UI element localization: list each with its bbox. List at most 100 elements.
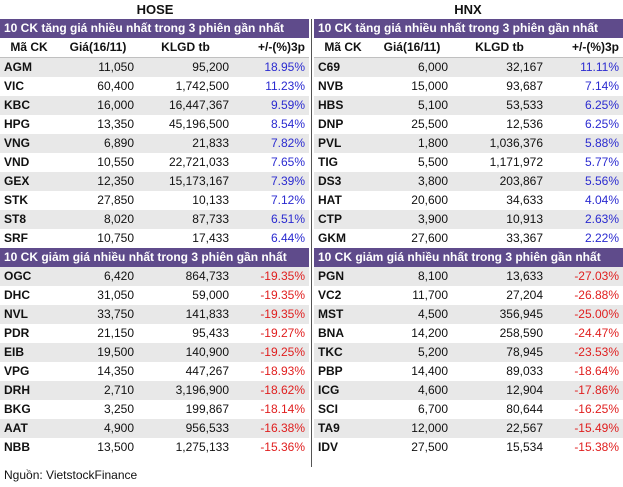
- change-cell: 6.25%: [547, 115, 623, 134]
- column-header: KLGD tb: [138, 38, 233, 58]
- change-cell: 11.11%: [547, 57, 623, 77]
- volume-cell: 87,733: [138, 210, 233, 229]
- ticker-cell: OGC: [0, 267, 58, 286]
- price-cell: 31,050: [58, 286, 138, 305]
- table-row: VND 10,550 22,721,033 7.65%: [0, 153, 310, 172]
- ticker-cell: PGN: [314, 267, 372, 286]
- price-cell: 14,200: [372, 324, 452, 343]
- ticker-cell: HBS: [314, 96, 372, 115]
- price-cell: 5,100: [372, 96, 452, 115]
- section-title: 10 CK giảm giá nhiều nhất trong 3 phiên …: [314, 248, 623, 267]
- change-cell: -27.03%: [547, 267, 623, 286]
- price-cell: 4,600: [372, 381, 452, 400]
- volume-cell: 356,945: [452, 305, 547, 324]
- volume-cell: 17,433: [138, 229, 233, 248]
- volume-cell: 53,533: [452, 96, 547, 115]
- volume-cell: 59,000: [138, 286, 233, 305]
- price-cell: 25,500: [372, 115, 452, 134]
- price-cell: 8,020: [58, 210, 138, 229]
- price-cell: 3,900: [372, 210, 452, 229]
- price-cell: 1,800: [372, 134, 452, 153]
- column-divider: [311, 19, 312, 467]
- table-row: TKC 5,200 78,945 -23.53%: [314, 343, 623, 362]
- volume-cell: 1,275,133: [138, 438, 233, 457]
- volume-cell: 13,633: [452, 267, 547, 286]
- ticker-cell: DRH: [0, 381, 58, 400]
- price-cell: 2,710: [58, 381, 138, 400]
- volume-cell: 956,533: [138, 419, 233, 438]
- price-cell: 12,350: [58, 172, 138, 191]
- change-cell: 8.54%: [233, 115, 310, 134]
- price-cell: 8,100: [372, 267, 452, 286]
- volume-cell: 140,900: [138, 343, 233, 362]
- change-cell: 5.77%: [547, 153, 623, 172]
- change-cell: 11.23%: [233, 77, 310, 96]
- price-cell: 4,900: [58, 419, 138, 438]
- volume-cell: 21,833: [138, 134, 233, 153]
- price-cell: 21,150: [58, 324, 138, 343]
- change-cell: -25.00%: [547, 305, 623, 324]
- change-cell: 5.56%: [547, 172, 623, 191]
- price-cell: 10,550: [58, 153, 138, 172]
- hose-table: 10 CK tăng giá nhiều nhất trong 3 phiên …: [0, 19, 310, 457]
- change-cell: 7.12%: [233, 191, 310, 210]
- table-row: KBC 16,000 16,447,367 9.59%: [0, 96, 310, 115]
- change-cell: 7.65%: [233, 153, 310, 172]
- change-cell: 2.22%: [547, 229, 623, 248]
- table-row: C69 6,000 32,167 11.11%: [314, 57, 623, 77]
- change-cell: 2.63%: [547, 210, 623, 229]
- price-cell: 20,600: [372, 191, 452, 210]
- price-cell: 27,500: [372, 438, 452, 457]
- table-row: AGM 11,050 95,200 18.95%: [0, 57, 310, 77]
- table-row: HBS 5,100 53,533 6.25%: [314, 96, 623, 115]
- change-cell: 7.14%: [547, 77, 623, 96]
- price-cell: 13,350: [58, 115, 138, 134]
- table-row: NVB 15,000 93,687 7.14%: [314, 77, 623, 96]
- volume-cell: 10,133: [138, 191, 233, 210]
- change-cell: 5.88%: [547, 134, 623, 153]
- column-header: +/-(%)3p: [547, 38, 623, 58]
- table-row: PVL 1,800 1,036,376 5.88%: [314, 134, 623, 153]
- price-cell: 27,850: [58, 191, 138, 210]
- price-cell: 14,400: [372, 362, 452, 381]
- table-row: GEX 12,350 15,173,167 7.39%: [0, 172, 310, 191]
- ticker-cell: ICG: [314, 381, 372, 400]
- ticker-cell: VIC: [0, 77, 58, 96]
- ticker-cell: HPG: [0, 115, 58, 134]
- volume-cell: 10,913: [452, 210, 547, 229]
- volume-cell: 34,633: [452, 191, 547, 210]
- change-cell: -15.38%: [547, 438, 623, 457]
- table-row: VNG 6,890 21,833 7.82%: [0, 134, 310, 153]
- change-cell: -16.25%: [547, 400, 623, 419]
- change-cell: -19.35%: [233, 305, 310, 324]
- price-cell: 12,000: [372, 419, 452, 438]
- table-row: STK 27,850 10,133 7.12%: [0, 191, 310, 210]
- change-cell: -18.62%: [233, 381, 310, 400]
- volume-cell: 45,196,500: [138, 115, 233, 134]
- column-header: Giá(16/11): [58, 38, 138, 58]
- table-row: TA9 12,000 22,567 -15.49%: [314, 419, 623, 438]
- volume-cell: 15,173,167: [138, 172, 233, 191]
- table-row: CTP 3,900 10,913 2.63%: [314, 210, 623, 229]
- price-cell: 27,600: [372, 229, 452, 248]
- table-row: BNA 14,200 258,590 -24.47%: [314, 324, 623, 343]
- change-cell: -15.36%: [233, 438, 310, 457]
- change-cell: 6.44%: [233, 229, 310, 248]
- column-header: KLGD tb: [452, 38, 547, 58]
- volume-cell: 15,534: [452, 438, 547, 457]
- ticker-cell: VC2: [314, 286, 372, 305]
- change-cell: 7.39%: [233, 172, 310, 191]
- table-row: EIB 19,500 140,900 -19.25%: [0, 343, 310, 362]
- change-cell: -18.93%: [233, 362, 310, 381]
- column-header-row: Mã CK Giá(16/11) KLGD tb +/-(%)3p: [314, 38, 623, 58]
- price-cell: 11,050: [58, 57, 138, 77]
- volume-cell: 1,036,376: [452, 134, 547, 153]
- ticker-cell: SRF: [0, 229, 58, 248]
- table-row: ST8 8,020 87,733 6.51%: [0, 210, 310, 229]
- volume-cell: 199,867: [138, 400, 233, 419]
- volume-cell: 3,196,900: [138, 381, 233, 400]
- table-row: SCI 6,700 80,644 -16.25%: [314, 400, 623, 419]
- volume-cell: 78,945: [452, 343, 547, 362]
- volume-cell: 89,033: [452, 362, 547, 381]
- volume-cell: 80,644: [452, 400, 547, 419]
